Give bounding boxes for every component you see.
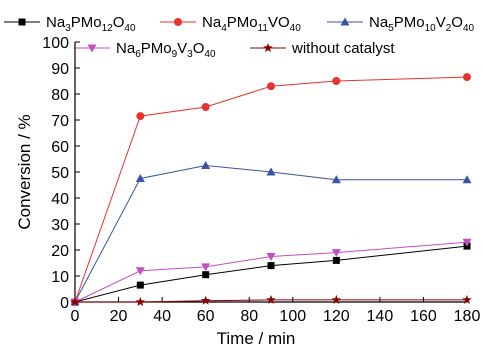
data-point (135, 174, 145, 182)
series-layer (70, 73, 472, 307)
legend-item-2: Na4PMo11VO40 (160, 14, 301, 34)
data-point (202, 271, 210, 279)
x-tick-label: 60 (197, 308, 215, 325)
legend-marker (87, 44, 97, 53)
data-point (266, 167, 276, 176)
y-tick-label: 20 (51, 243, 69, 260)
legend-marker (18, 18, 26, 26)
series-3 (70, 161, 472, 306)
legend-label: without catalyst (291, 40, 395, 57)
data-point (200, 295, 211, 305)
y-tick-label: 30 (51, 217, 69, 234)
data-point (267, 262, 275, 270)
x-tick-label: 140 (367, 308, 394, 325)
legend-item-4: Na6PMo9V3O40 (74, 40, 216, 60)
data-point (463, 73, 471, 82)
y-tick-label: 90 (51, 61, 69, 78)
series-line (75, 299, 467, 303)
x-tick-label: 80 (240, 308, 258, 325)
data-point (267, 82, 275, 91)
legend-label: Na6PMo9V3O40 (116, 40, 216, 60)
series-line (74, 241, 468, 303)
data-point (266, 253, 276, 261)
y-tick-label: 0 (60, 295, 69, 312)
data-point (332, 256, 340, 264)
legend-item-1: Na3PMo12O40 (4, 14, 136, 34)
x-tick-label: 180 (454, 308, 481, 325)
legend-item-5: without catalyst (250, 40, 395, 57)
data-point (332, 77, 341, 85)
legend-label: Na5PMo10V2O40 (369, 14, 475, 34)
series-line (74, 245, 468, 303)
data-point (201, 161, 211, 169)
data-point (136, 281, 144, 289)
legend-label: Na3PMo12O40 (46, 14, 136, 34)
data-point (462, 238, 472, 247)
x-tick-label: 100 (279, 308, 306, 325)
data-point (135, 297, 146, 307)
data-point (70, 297, 80, 307)
data-point (266, 294, 276, 304)
x-tick-label: 120 (323, 308, 350, 325)
data-point (331, 294, 342, 304)
legend-item-3: Na5PMo10V2O40 (327, 14, 475, 34)
data-point (331, 249, 341, 258)
x-tick-label: 40 (153, 308, 171, 325)
series-line (74, 76, 468, 303)
axes: 0 20 40 60 80 100 120 140 160 180 0 10 20 30 40 50 60 70 8… (42, 35, 480, 325)
data-point (135, 267, 145, 276)
y-tick-label: 70 (51, 113, 69, 130)
y-axis-title: Conversion / % (15, 114, 34, 229)
data-point (201, 263, 211, 272)
x-tick-label: 20 (110, 308, 128, 325)
data-point (462, 294, 472, 304)
y-tick-label: 50 (51, 165, 69, 182)
y-tick-label: 80 (51, 87, 69, 104)
series-line (74, 164, 467, 303)
y-tick-label: 100 (42, 35, 69, 52)
data-point (136, 112, 145, 121)
data-point (331, 175, 341, 184)
data-point (462, 175, 472, 184)
y-tick-label: 40 (51, 191, 69, 208)
legend-marker (174, 18, 182, 26)
x-tick-label: 160 (410, 308, 437, 325)
legend-label: Na4PMo11VO40 (202, 14, 301, 34)
legend-marker (340, 17, 350, 26)
y-tick-label: 10 (51, 269, 69, 286)
legend: Na3PMo12O40 Na4PMo11VO40 Na5PMo10V2O40 Na6P… (4, 14, 475, 60)
y-tick-label: 60 (51, 139, 69, 156)
series-5 (70, 294, 472, 307)
series-2 (71, 73, 471, 306)
legend-marker (263, 43, 273, 53)
x-axis-title: Time / min (217, 329, 296, 348)
x-tick-label: 0 (71, 308, 80, 325)
data-point (201, 103, 210, 111)
